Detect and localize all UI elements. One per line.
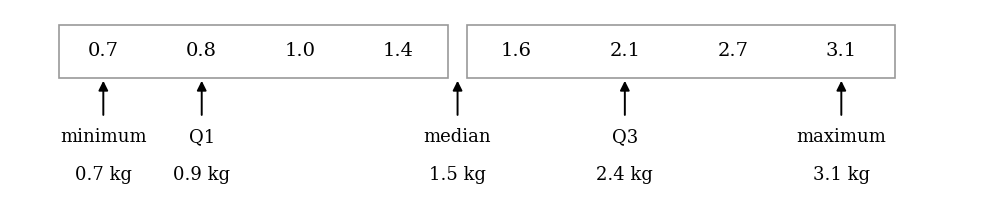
Bar [59, 25, 448, 78]
Bar [467, 25, 895, 78]
Text: maximum: maximum [796, 128, 887, 146]
Text: 2.1: 2.1 [609, 42, 641, 61]
Text: 3.1 kg: 3.1 kg [813, 166, 870, 184]
Text: minimum: minimum [60, 128, 147, 146]
Text: 3.1: 3.1 [826, 42, 857, 61]
Text: 1.0: 1.0 [284, 42, 316, 61]
Text: 0.7 kg: 0.7 kg [75, 166, 132, 184]
Text: 0.8: 0.8 [186, 42, 217, 61]
Text: median: median [424, 128, 491, 146]
Text: 2.7: 2.7 [717, 42, 749, 61]
Text: 0.9 kg: 0.9 kg [173, 166, 230, 184]
Text: Q3: Q3 [612, 128, 638, 146]
Text: Q1: Q1 [189, 128, 215, 146]
Text: 1.4: 1.4 [383, 42, 414, 61]
Text: 1.5 kg: 1.5 kg [429, 166, 486, 184]
Text: 2.4 kg: 2.4 kg [596, 166, 653, 184]
Text: 1.6: 1.6 [501, 42, 532, 61]
Text: 0.7: 0.7 [88, 42, 119, 61]
